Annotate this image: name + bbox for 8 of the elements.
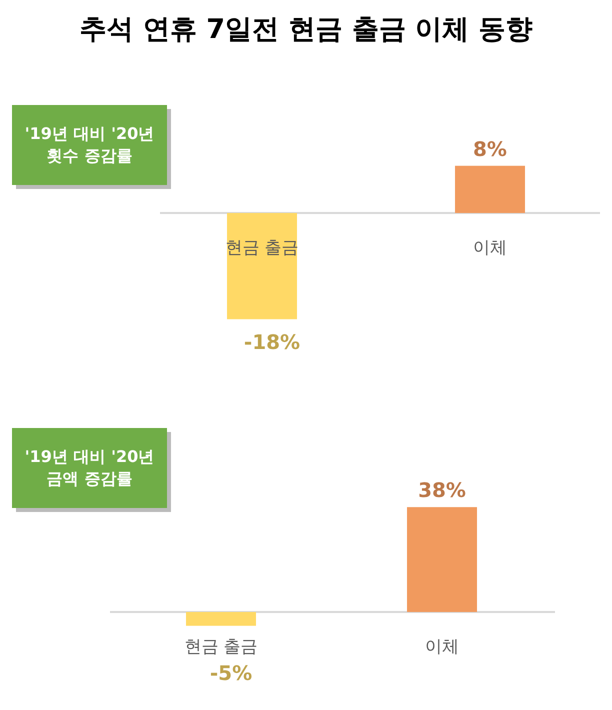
data-label: -5% — [210, 661, 252, 685]
x-tick-label: 이체 — [473, 238, 507, 258]
x-tick-label: 현금 출금 — [184, 637, 258, 657]
x-tick-label: 이체 — [425, 637, 459, 657]
data-label: -18% — [244, 330, 300, 354]
data-label: 8% — [473, 136, 507, 161]
data-label: 38% — [418, 478, 466, 502]
chart-title: 추석 연휴 7일전 현금 출금 이체 동향 — [79, 14, 533, 45]
